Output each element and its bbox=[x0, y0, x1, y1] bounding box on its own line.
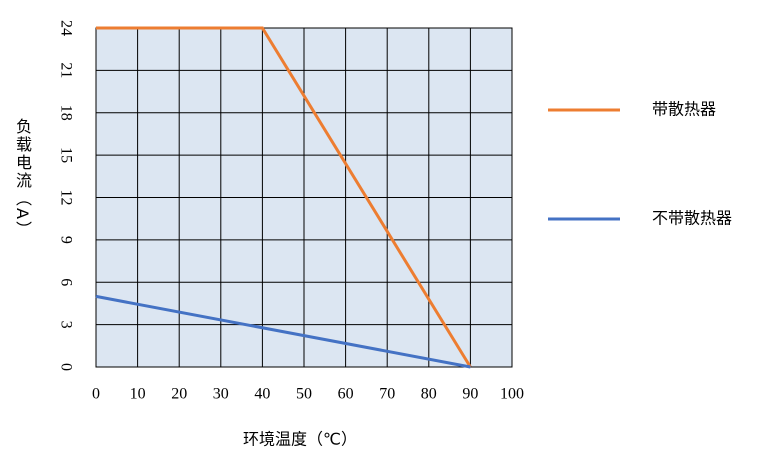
y-axis-label: 负载电流（A） bbox=[13, 118, 32, 239]
x-tick-label: 30 bbox=[213, 386, 229, 403]
y-tick-label: 24 bbox=[57, 20, 74, 36]
legend-label: 带散热器 bbox=[652, 100, 716, 119]
y-tick-label: 9 bbox=[57, 236, 74, 244]
legend-label: 不带散热器 bbox=[652, 209, 732, 228]
y-tick-label: 3 bbox=[57, 321, 74, 329]
data-line bbox=[95, 294, 471, 369]
x-tick-label: 80 bbox=[421, 386, 437, 403]
y-tick-label: 18 bbox=[57, 105, 74, 121]
x-tick-label: 40 bbox=[254, 386, 270, 403]
x-tick-label: 50 bbox=[296, 386, 312, 403]
x-tick-label: 70 bbox=[379, 386, 395, 403]
data-line bbox=[96, 26, 472, 368]
y-tick-label: 21 bbox=[57, 62, 74, 78]
x-tick-label: 90 bbox=[462, 386, 478, 403]
x-tick-label: 0 bbox=[92, 386, 100, 403]
x-tick-label: 60 bbox=[338, 386, 354, 403]
x-axis-label: 环境温度（℃） bbox=[243, 430, 357, 449]
x-tick-label: 10 bbox=[130, 386, 146, 403]
y-tick-label: 15 bbox=[57, 147, 74, 163]
y-tick-label: 0 bbox=[57, 363, 74, 371]
x-tick-label: 100 bbox=[500, 386, 524, 403]
y-tick-label: 6 bbox=[57, 278, 74, 286]
y-tick-label: 12 bbox=[57, 190, 74, 206]
x-tick-label: 20 bbox=[171, 386, 187, 403]
